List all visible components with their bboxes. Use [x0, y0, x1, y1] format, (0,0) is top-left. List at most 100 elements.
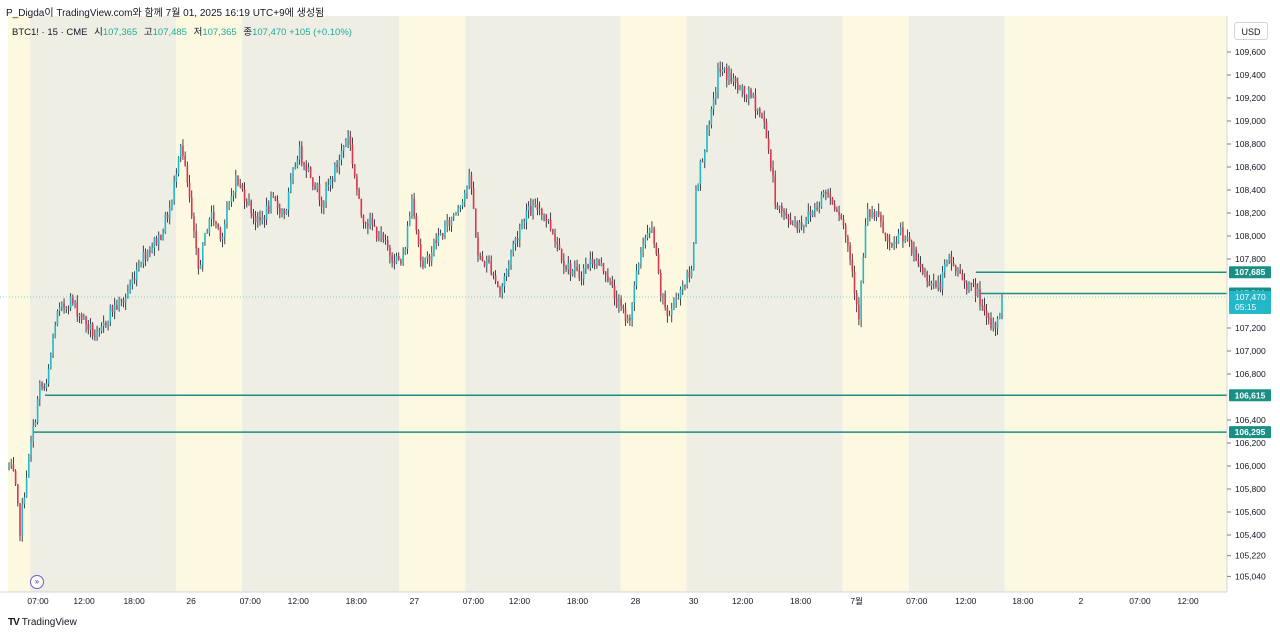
candle-body: [767, 138, 770, 150]
candle-body: [80, 314, 83, 320]
candle-body: [127, 292, 129, 299]
candle-body: [215, 221, 217, 224]
candle-body: [323, 201, 325, 207]
open-value: 107,365: [102, 27, 138, 38]
candle-body: [375, 226, 378, 239]
time-tick-label: 07:00: [906, 596, 928, 606]
candle-body: [503, 276, 506, 287]
candle-body: [611, 280, 614, 286]
candle-body: [345, 140, 347, 147]
session-band: [8, 16, 31, 592]
candle-body: [182, 145, 184, 156]
price-tick-label: 105,800: [1235, 484, 1266, 494]
candle-body: [69, 296, 72, 309]
session-backgrounds: [8, 16, 1227, 592]
currency-button[interactable]: USD: [1234, 22, 1268, 40]
candle-body: [708, 124, 710, 130]
candle-body: [382, 233, 385, 241]
candle-body: [408, 215, 411, 226]
candle-body: [50, 354, 52, 369]
candle-body: [961, 273, 964, 281]
candle-body: [818, 207, 821, 209]
candle-body: [76, 302, 79, 317]
candle-body: [261, 217, 264, 221]
candle-body: [190, 197, 193, 217]
candle-body: [954, 265, 957, 272]
session-band: [686, 16, 843, 592]
go-to-realtime-icon[interactable]: »: [30, 575, 44, 589]
candle-body: [301, 146, 303, 163]
candle-body: [816, 207, 818, 209]
candle-body: [728, 72, 730, 80]
candle-body: [690, 269, 693, 278]
candle-body: [703, 151, 706, 163]
candle-body: [756, 108, 759, 111]
candle-body: [193, 216, 195, 231]
time-tick-label: 30: [689, 596, 699, 606]
candle-body: [184, 155, 186, 166]
candle-body: [789, 219, 792, 224]
candle-body: [166, 214, 169, 219]
candle-body: [642, 244, 644, 254]
candle-body: [461, 201, 464, 207]
candle-body: [10, 464, 13, 466]
candle-body: [571, 270, 574, 275]
horizontal-levels: [0, 271, 1227, 433]
candle-body: [36, 399, 39, 423]
candle-body: [538, 209, 541, 211]
candle-body: [254, 216, 257, 223]
candle-body: [512, 243, 515, 253]
candle-body: [162, 232, 164, 241]
candle-body: [635, 270, 638, 286]
candle-body: [593, 264, 596, 266]
candle-body: [833, 204, 836, 210]
session-band: [399, 16, 466, 592]
candle-body: [910, 241, 913, 254]
candle-body: [774, 175, 777, 206]
time-axis: 07:00 12:00 18:00 26 07:00 12:00 18:00 27 07:00 1…: [27, 596, 1198, 606]
candle-body: [853, 271, 856, 294]
candle-body: [653, 228, 655, 245]
candle-body: [87, 324, 90, 330]
candle-body: [651, 228, 653, 230]
candle-body: [146, 251, 149, 260]
candle-body: [389, 247, 391, 256]
candle-body: [347, 136, 349, 141]
candle-body: [899, 227, 902, 234]
candle-body: [796, 221, 799, 230]
candle-body: [89, 323, 92, 330]
symbol-name[interactable]: BTC1! · 15 · CME: [12, 27, 88, 38]
candle-body: [871, 212, 873, 217]
candle-body: [281, 209, 283, 214]
candle-body: [463, 193, 466, 202]
candle-body: [567, 263, 570, 270]
candle-body: [435, 240, 437, 243]
candle-body: [135, 269, 138, 281]
candle-body: [248, 200, 250, 205]
price-tick-label: 106,200: [1235, 438, 1266, 448]
candle-body: [558, 244, 561, 249]
candle-body: [160, 234, 162, 241]
candle-body: [809, 211, 812, 216]
candle-body: [380, 233, 382, 240]
candle-body: [895, 241, 898, 244]
candle-body: [602, 262, 605, 272]
candle-body: [875, 211, 878, 218]
candle-body: [950, 255, 953, 264]
candle-body: [549, 219, 552, 230]
candle-body: [849, 245, 851, 260]
candle-body: [283, 209, 286, 214]
candle-body: [963, 280, 966, 283]
candle-body: [424, 258, 426, 267]
candle-body: [250, 200, 253, 214]
time-tick-label: 28: [631, 596, 641, 606]
candle-body: [488, 259, 490, 262]
candle-body: [822, 192, 825, 195]
candle-body: [94, 335, 96, 337]
candle-body: [778, 205, 781, 209]
candle-body: [364, 222, 367, 224]
candle-body: [618, 298, 620, 308]
candle-body: [422, 260, 424, 267]
candle-body: [959, 269, 961, 274]
